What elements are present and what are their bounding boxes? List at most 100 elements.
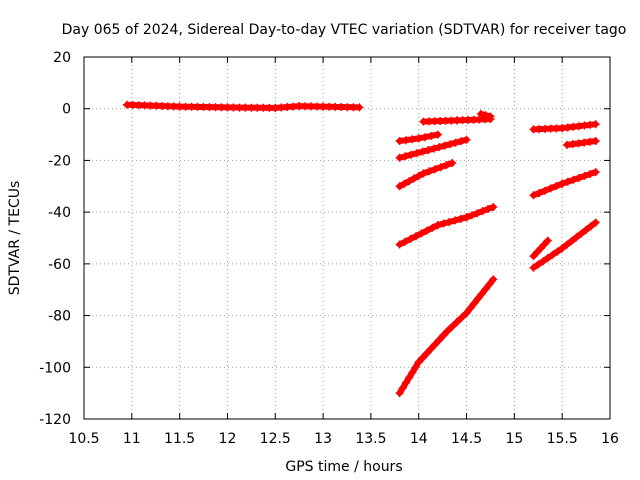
data-point [407, 150, 416, 159]
data-point [395, 389, 404, 398]
series-arc-7 [395, 203, 498, 249]
data-point [567, 237, 576, 245]
data-point [467, 211, 476, 220]
data-point [481, 285, 490, 293]
data-point [406, 234, 415, 243]
y-tick-label: -20 [48, 153, 71, 169]
data-point [439, 331, 448, 340]
data-point [586, 170, 595, 178]
data-point [427, 131, 436, 140]
data-point [355, 103, 364, 112]
data-point [448, 159, 457, 167]
data-point [539, 257, 548, 266]
data-point [563, 140, 571, 149]
data-point [448, 322, 457, 331]
x-tick-label: 14 [410, 431, 428, 447]
data-series [123, 100, 600, 398]
data-point [417, 229, 426, 238]
data-point [478, 207, 487, 216]
data-point [591, 218, 600, 227]
data-point [398, 384, 407, 392]
data-point [591, 168, 600, 177]
data-point [558, 244, 567, 253]
y-tick-label: -100 [39, 360, 71, 376]
data-point [473, 209, 482, 218]
data-point [440, 141, 449, 150]
data-point [484, 205, 492, 213]
data-point [543, 236, 552, 245]
data-point [476, 109, 485, 118]
data-point [405, 177, 414, 186]
x-tick-label: 11.5 [164, 431, 195, 447]
data-point [409, 174, 418, 183]
data-point [402, 136, 410, 145]
grid [84, 57, 610, 419]
data-point [533, 248, 542, 257]
data-point [462, 135, 471, 144]
x-tick-label: 11 [123, 431, 141, 447]
data-point [489, 275, 498, 284]
data-point [457, 313, 466, 322]
data-point [401, 152, 410, 161]
x-tick-label: 16 [601, 431, 619, 447]
data-point [552, 182, 561, 190]
y-tick-label: -60 [48, 257, 71, 273]
data-point [474, 294, 482, 303]
data-point [553, 247, 562, 256]
data-point [408, 135, 417, 144]
data-point [414, 358, 423, 367]
data-point [418, 147, 427, 156]
data-point [470, 299, 479, 308]
data-point [558, 179, 567, 188]
series-arc-8 [395, 275, 498, 398]
data-point [462, 309, 471, 317]
data-point [422, 226, 431, 235]
data-point [535, 189, 544, 197]
data-point [443, 327, 452, 336]
series-arc-13 [529, 218, 600, 272]
data-point [395, 153, 404, 162]
data-point [433, 221, 442, 230]
y-tick-label: 20 [53, 50, 71, 66]
data-point [577, 229, 586, 238]
data-point [412, 232, 420, 241]
data-point [400, 179, 409, 188]
x-tick-label: 13.5 [355, 431, 386, 447]
data-point [424, 146, 433, 155]
plot-frame [83, 56, 611, 420]
data-point [435, 143, 444, 152]
series-arc-2 [395, 130, 442, 145]
data-point [548, 250, 557, 259]
data-point [436, 163, 445, 172]
data-point [466, 304, 475, 313]
data-point [546, 184, 555, 193]
y-axis-label: SDTVAR / TECUs [7, 181, 23, 296]
x-tick-label: 12.5 [260, 431, 291, 447]
data-point [580, 171, 589, 180]
data-point [395, 137, 404, 145]
data-point [439, 219, 448, 228]
data-point [563, 177, 572, 186]
series-arc-10 [563, 137, 600, 149]
data-point [435, 336, 444, 344]
chart-title: Day 065 of 2024, Sidereal Day-to-day VTE… [62, 22, 627, 38]
data-point [477, 289, 486, 298]
series-arc-5 [419, 115, 495, 126]
series-arc-4 [395, 159, 457, 191]
data-point [534, 260, 543, 269]
data-point [457, 137, 466, 146]
data-point [485, 280, 494, 289]
x-tick-label: 15.5 [547, 431, 578, 447]
data-point [456, 214, 465, 223]
y-tick-label: -120 [39, 412, 71, 428]
data-point [580, 138, 589, 147]
data-point [453, 318, 461, 326]
data-point [419, 169, 428, 178]
data-point [574, 139, 583, 148]
data-point [489, 203, 498, 211]
data-point [414, 134, 423, 143]
x-tick-label: 12 [219, 431, 237, 447]
data-point [486, 112, 495, 121]
data-point [429, 144, 438, 153]
